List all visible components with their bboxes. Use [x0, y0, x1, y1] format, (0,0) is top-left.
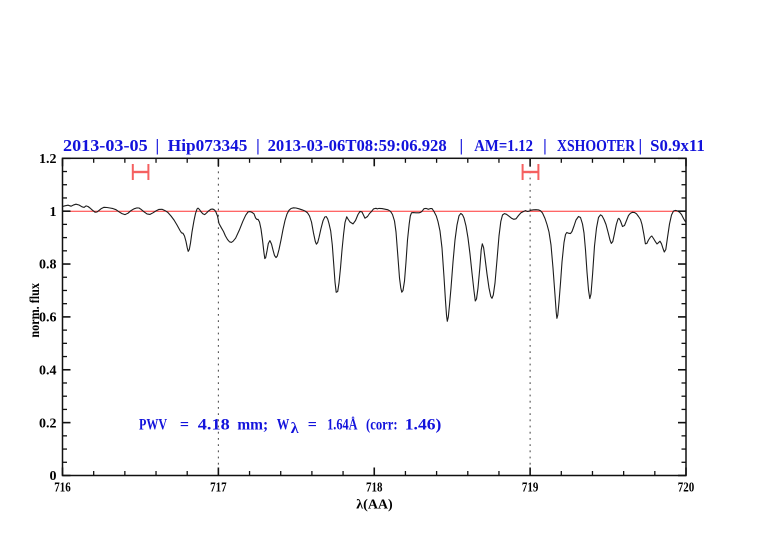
svg-text:λ: λ [291, 420, 299, 437]
svg-text:1.46): 1.46) [405, 417, 442, 434]
svg-text:719: 719 [522, 480, 539, 495]
svg-text:PWV: PWV [139, 417, 167, 434]
svg-text:0: 0 [50, 469, 57, 484]
svg-text:AM=1.12: AM=1.12 [474, 136, 533, 155]
svg-text:2013-03-05: 2013-03-05 [63, 136, 148, 155]
svg-text:1: 1 [50, 205, 57, 220]
svg-text:(corr:: (corr: [366, 417, 398, 434]
svg-text:Hip073345: Hip073345 [168, 136, 248, 155]
svg-text:W: W [277, 417, 290, 434]
svg-text:=: = [308, 417, 317, 434]
svg-text:2013-03-06T08:59:06.928: 2013-03-06T08:59:06.928 [268, 136, 447, 155]
svg-text:0.6: 0.6 [39, 311, 57, 326]
svg-text:|: | [638, 136, 642, 155]
svg-text:718: 718 [366, 480, 383, 495]
svg-text:0.4: 0.4 [39, 364, 57, 379]
svg-text:λ(AA): λ(AA) [356, 498, 393, 513]
svg-text:XSHOOTER: XSHOOTER [557, 136, 636, 155]
svg-text:0.8: 0.8 [39, 258, 57, 273]
svg-text:1.2: 1.2 [39, 152, 57, 167]
svg-text:mm;: mm; [237, 417, 268, 434]
svg-text:4.18: 4.18 [198, 417, 230, 434]
svg-text:0.2: 0.2 [39, 416, 57, 431]
svg-text:|: | [256, 136, 260, 155]
svg-text:|: | [459, 136, 463, 155]
svg-text:|: | [543, 136, 547, 155]
svg-text:1.64Å: 1.64Å [327, 416, 358, 434]
svg-text:S0.9x11: S0.9x11 [650, 136, 705, 155]
svg-text:|: | [155, 136, 159, 155]
svg-text:717: 717 [210, 480, 227, 495]
svg-text:720: 720 [678, 480, 695, 495]
svg-text:716: 716 [54, 480, 71, 495]
svg-text:norm. flux: norm. flux [28, 283, 43, 338]
svg-text:=: = [180, 417, 189, 434]
